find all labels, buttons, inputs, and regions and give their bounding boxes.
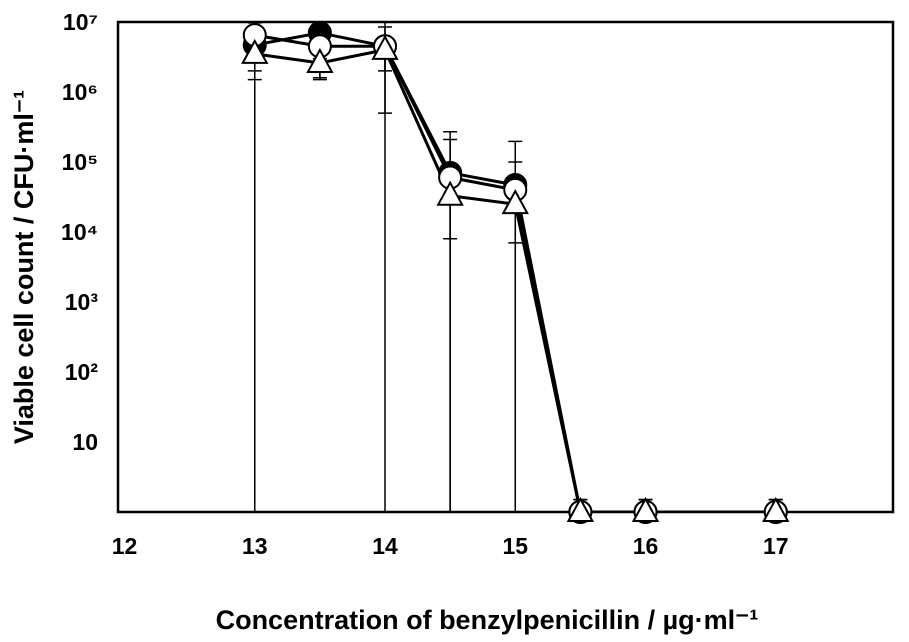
x-tick-label: 12 <box>112 533 138 559</box>
y-tick-label: 10 <box>72 429 98 455</box>
x-tick-label: 14 <box>372 533 398 559</box>
y-tick-label: 10⁷ <box>63 9 98 35</box>
y-tick-label: 10³ <box>65 289 99 315</box>
y-tick-label: 10² <box>65 359 99 385</box>
triangle-marker <box>241 38 269 64</box>
triangle-marker <box>762 496 790 522</box>
triangle-marker <box>436 180 464 206</box>
error-bar <box>247 22 262 512</box>
triangle-marker <box>371 34 399 60</box>
plot-area <box>247 22 783 512</box>
y-tick-label: 10⁶ <box>62 79 98 105</box>
triangle-marker <box>631 496 660 522</box>
y-axis-label: Viable cell count / CFU·ml⁻¹ <box>9 90 39 444</box>
y-tick-label: 10⁵ <box>62 149 98 175</box>
x-tick-label: 17 <box>763 533 789 559</box>
series-line <box>254 48 776 512</box>
plot-frame <box>116 20 895 514</box>
x-tick-label: 15 <box>502 533 528 559</box>
y-tick-label: 10⁴ <box>61 219 98 245</box>
x-tick-label: 13 <box>242 533 268 559</box>
triangle-marker <box>306 47 334 73</box>
triangle-marker <box>501 189 529 215</box>
triangle-marker <box>566 496 595 522</box>
x-axis-label: Concentration of benzylpenicillin / µg·m… <box>216 605 759 635</box>
x-tick-label: 16 <box>633 533 659 559</box>
